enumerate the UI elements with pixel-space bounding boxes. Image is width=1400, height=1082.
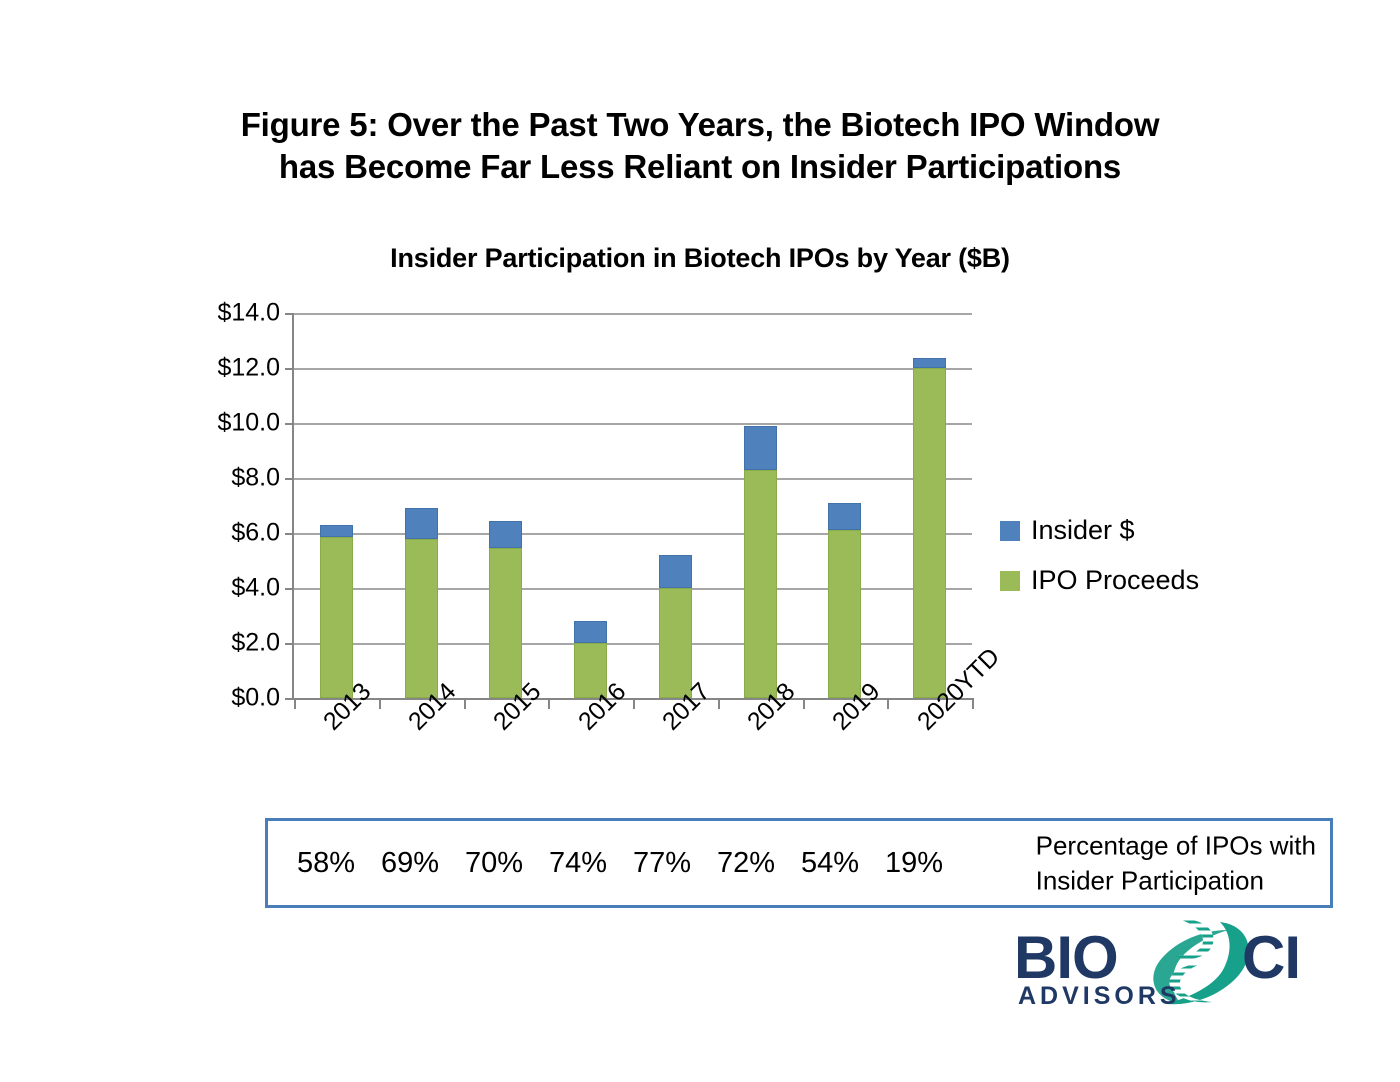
figure-title-line-1: Figure 5: Over the Past Two Years, the B… — [240, 106, 1160, 143]
percentage-value: 72% — [716, 846, 776, 879]
y-axis-tick-label: $10.0 — [217, 408, 280, 437]
bar-segment-insider[interactable] — [658, 555, 692, 588]
y-axis-tick-label: $6.0 — [231, 518, 280, 547]
percentage-value: 70% — [464, 846, 524, 879]
bar-slot — [718, 313, 803, 698]
y-axis-tick — [285, 533, 294, 535]
gridline — [294, 588, 972, 590]
x-axis-tick — [548, 698, 551, 709]
x-axis-tick — [463, 698, 466, 709]
bar-segment-ipo-proceeds[interactable] — [319, 537, 353, 698]
bar-segment-ipo-proceeds[interactable] — [574, 643, 608, 698]
gridline — [294, 533, 972, 535]
bar-segment-ipo-proceeds[interactable] — [489, 548, 523, 698]
logo-text-advisors: ADVISORS — [1018, 982, 1181, 1010]
bar-segment-ipo-proceeds[interactable] — [743, 469, 777, 698]
y-axis-tick — [285, 313, 294, 315]
bar-slot — [379, 313, 464, 698]
x-axis-tick — [887, 698, 890, 709]
percentage-value: 69% — [380, 846, 440, 879]
bar-slot — [633, 313, 718, 698]
bar-slot — [548, 313, 633, 698]
percentage-caption-line-1: Percentage of IPOs with — [1035, 830, 1316, 861]
bar-segment-insider[interactable] — [574, 621, 608, 643]
logo-text-bio: BIO — [1014, 924, 1118, 991]
legend-swatch-icon — [1000, 570, 1020, 591]
biosci-advisors-logo: BIO CI ADVISORS — [1006, 912, 1336, 1012]
percentage-caption-line-2: Insider Participation — [1035, 865, 1264, 895]
bar-segment-insider[interactable] — [489, 520, 523, 549]
plot-area — [285, 313, 974, 709]
gridline — [294, 313, 972, 315]
y-axis-tick — [285, 478, 294, 480]
gridline — [294, 643, 972, 645]
percentage-value: 54% — [800, 846, 860, 879]
bar-segment-ipo-proceeds[interactable] — [913, 368, 947, 698]
x-axis-tick — [378, 698, 381, 709]
y-axis-tick-label: $0.0 — [231, 683, 280, 712]
x-axis-tick — [972, 698, 974, 709]
figure-title: Figure 5: Over the Past Two Years, the B… — [130, 104, 1270, 188]
legend-label: IPO Proceeds — [1031, 565, 1200, 595]
y-axis-tick-label: $8.0 — [231, 463, 280, 492]
bar-segment-insider[interactable] — [913, 358, 947, 368]
y-axis-tick — [285, 643, 294, 645]
y-axis-tick — [285, 423, 294, 425]
x-axis-tick — [802, 698, 805, 709]
y-axis-tick — [285, 698, 294, 700]
percentage-caption: Percentage of IPOs with Insider Particip… — [1036, 828, 1316, 897]
bar-slot — [803, 313, 888, 698]
chart-legend: Insider $ IPO Proceeds — [1000, 515, 1199, 615]
x-axis-tick — [717, 698, 720, 709]
x-axis-tick — [294, 698, 296, 709]
logo-artwork: BIO CI ADVISORS — [1014, 918, 1301, 1010]
bar-segment-insider[interactable] — [404, 508, 438, 539]
figure-title-line-2: has Become Far Less Reliant on Insider P… — [278, 148, 1122, 186]
legend-label: Insider $ — [1031, 515, 1135, 545]
bar-segment-insider[interactable] — [828, 502, 862, 531]
percentage-value: 58% — [296, 846, 356, 879]
gridline — [294, 478, 972, 480]
chart-title: Insider Participation in Biotech IPOs by… — [390, 243, 1010, 273]
y-axis-tick-label: $2.0 — [231, 628, 280, 657]
y-axis-tick — [285, 368, 294, 370]
y-axis-tick — [285, 588, 294, 590]
percentage-callout-box: 58% 69% 70% 74% 77% 72% 54% 19% Percentage of I… — [265, 818, 1333, 908]
legend-item[interactable]: Insider $ — [1000, 515, 1199, 546]
bar-slot — [464, 313, 549, 698]
percentage-value: 74% — [548, 846, 608, 879]
legend-swatch-icon — [1000, 520, 1020, 541]
chart-region: $14.0 $12.0 $10.0 $8.0 $6.0 $4.0 $2.0 $0.0 2013… — [0, 290, 1400, 810]
percentage-value: 77% — [632, 846, 692, 879]
logo-swoosh — [1166, 922, 1249, 1005]
logo-text-ci: CI — [1242, 924, 1300, 991]
percentage-value: 19% — [884, 846, 944, 879]
bar-segment-insider[interactable] — [319, 524, 353, 538]
y-axis-tick-label: $14.0 — [217, 298, 280, 327]
gridline — [294, 368, 972, 370]
legend-item[interactable]: IPO Proceeds — [1000, 565, 1199, 596]
bar-slot — [887, 313, 972, 698]
y-axis-tick-label: $4.0 — [231, 573, 280, 602]
percentage-values-row: 58% 69% 70% 74% 77% 72% 54% 19% — [284, 821, 984, 905]
bar-segment-ipo-proceeds[interactable] — [404, 538, 438, 698]
bar-segment-ipo-proceeds[interactable] — [658, 588, 692, 698]
bar-segment-ipo-proceeds[interactable] — [828, 530, 862, 698]
gridline — [294, 423, 972, 425]
y-axis-tick-label: $12.0 — [217, 353, 280, 382]
bar-slot — [294, 313, 379, 698]
x-axis-tick — [633, 698, 635, 709]
bar-segment-insider[interactable] — [743, 425, 777, 470]
